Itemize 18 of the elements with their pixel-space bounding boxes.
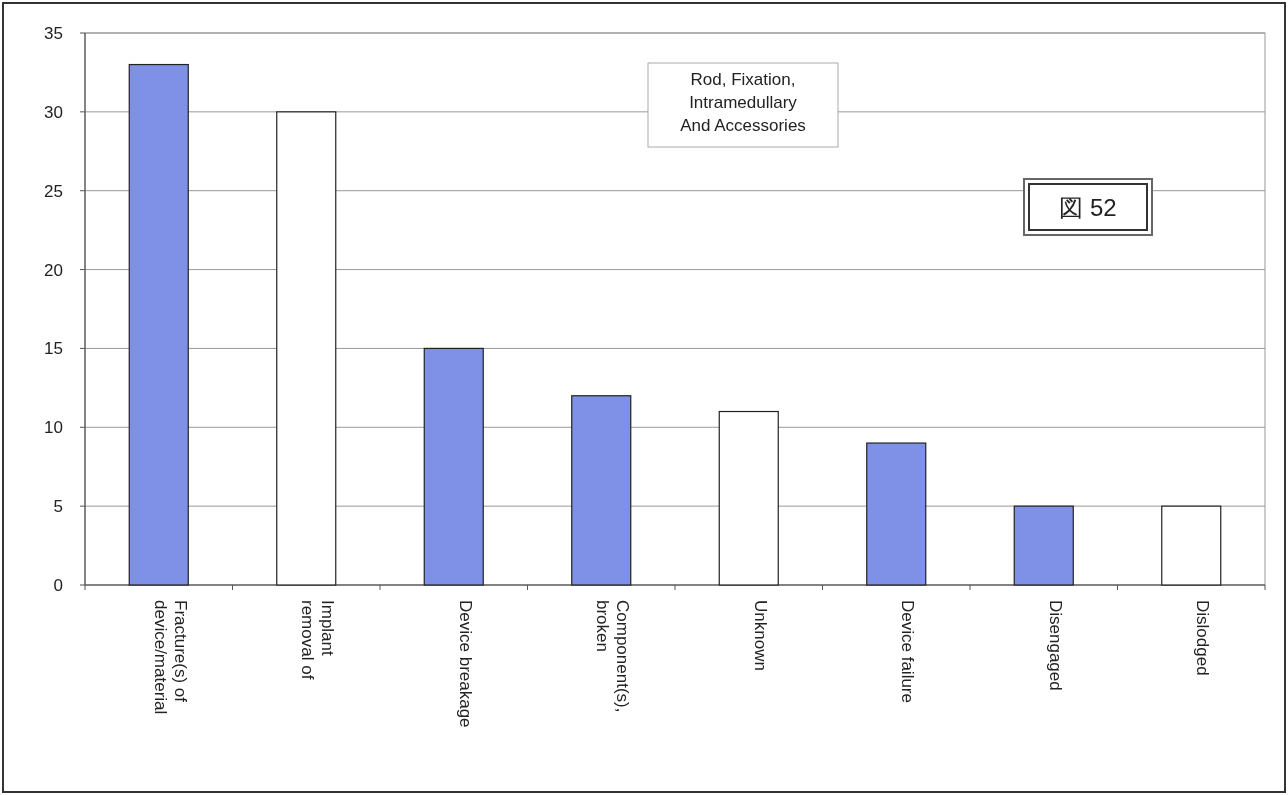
annotation: 図 52 <box>1059 194 1117 221</box>
y-tick-label: 10 <box>44 418 63 438</box>
y-tick-label: 0 <box>53 576 63 595</box>
x-tick-label: Component(s), broken <box>593 600 633 713</box>
y-tick-label: 35 <box>44 24 63 43</box>
x-tick-label: Fracture(s) of device/material <box>150 600 190 715</box>
x-tick-label: Device breakage <box>455 600 475 728</box>
annotation: Rod, Fixation, Intramedullary And Accessories <box>680 70 806 135</box>
y-tick-label: 30 <box>44 102 63 122</box>
x-tick-label: Disengaged <box>1045 600 1065 691</box>
x-tick-label: Implant removal of <box>298 600 338 680</box>
x-tick-label: Device failure <box>898 600 918 703</box>
y-tick-label: 5 <box>53 497 63 517</box>
y-tick-label: 15 <box>44 339 63 359</box>
x-tick-label: Unknown <box>750 600 770 671</box>
y-tick-label: 25 <box>44 181 63 201</box>
x-tick-label: Dislodged <box>1193 600 1213 676</box>
y-tick-label: 20 <box>44 260 63 280</box>
